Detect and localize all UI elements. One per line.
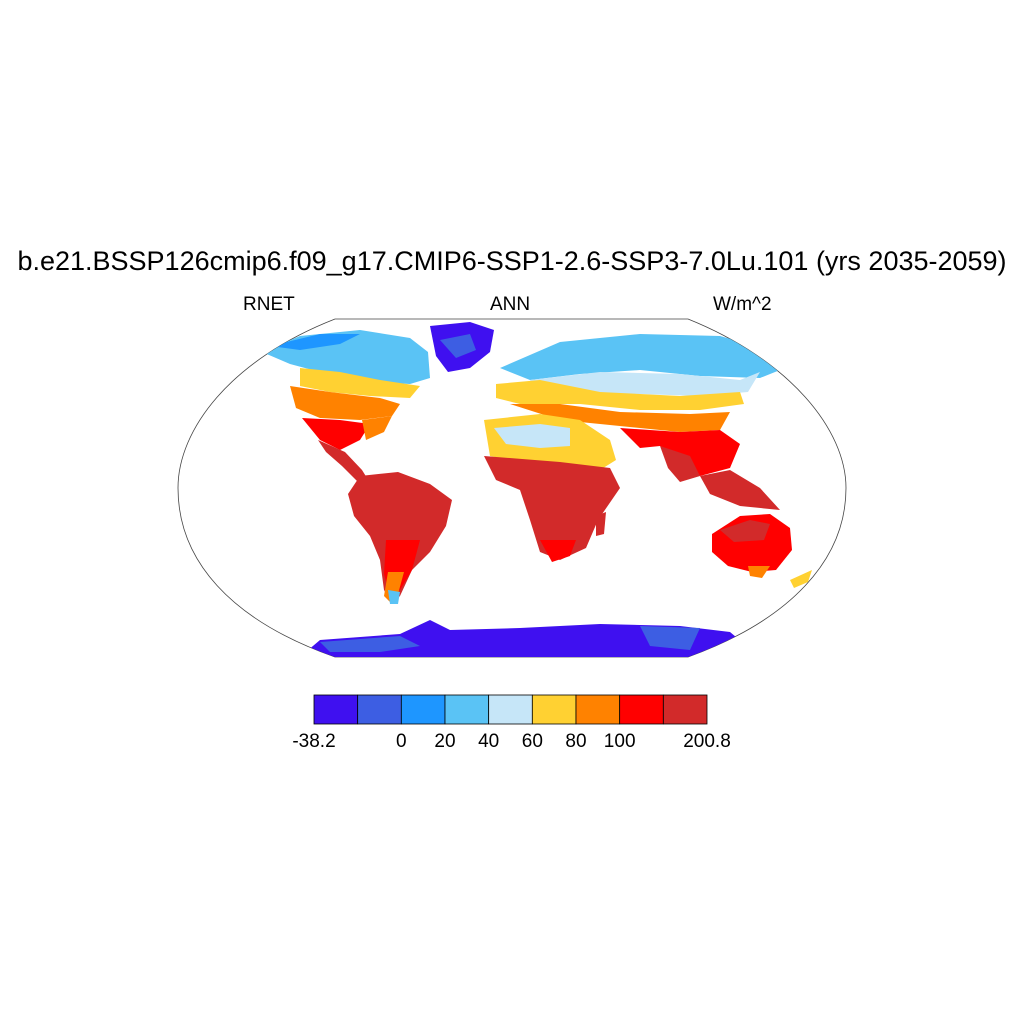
variable-label: RNET xyxy=(243,294,295,315)
colorbar-tick-label: 100 xyxy=(603,731,636,752)
eurasia-landmass xyxy=(496,334,790,510)
plot-title: b.e21.BSSP126cmip6.f09_g17.CMIP6-SSP1-2.… xyxy=(17,246,1007,276)
africa-landmass xyxy=(484,414,620,562)
colorbar-tick-label: 40 xyxy=(478,731,500,752)
colorbar-swatch xyxy=(488,694,533,725)
colorbar-swatch xyxy=(619,694,664,725)
south-america-landmass xyxy=(348,472,452,604)
north-america-landmass xyxy=(262,330,430,486)
colorbar-swatch xyxy=(444,694,490,725)
colorbar-swatch xyxy=(662,694,708,725)
australia-landmass xyxy=(712,514,812,588)
colorbar-swatch xyxy=(575,694,621,725)
colorbar-tick-label: 20 xyxy=(434,731,456,752)
colorbar-swatch xyxy=(313,694,359,725)
antarctica-landmass xyxy=(300,620,760,657)
colorbar-tick-label: 0 xyxy=(396,731,407,752)
units-label: W/m^2 xyxy=(713,294,772,315)
colorbar-swatch xyxy=(357,694,402,725)
colorbar-tick-label: 80 xyxy=(565,731,587,752)
colorbar-swatch xyxy=(531,694,577,725)
colorbar-tick-label: 60 xyxy=(521,731,543,752)
season-label: ANN xyxy=(490,294,531,315)
colorbar-tick-label: -38.2 xyxy=(292,731,336,752)
colorbar-tick-label: 200.8 xyxy=(683,731,731,752)
colorbar-swatch xyxy=(400,694,446,725)
